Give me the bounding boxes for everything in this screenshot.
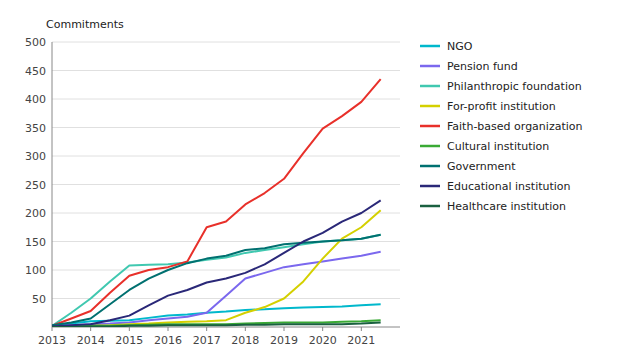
- grid-line: [52, 127, 400, 128]
- y-tick-label: 250: [25, 179, 46, 192]
- legend-label: Cultural institution: [447, 140, 549, 153]
- grid-line: [52, 99, 400, 100]
- legend-swatch: [420, 125, 440, 128]
- x-tick: [284, 327, 285, 331]
- legend-label: Educational institution: [447, 180, 571, 193]
- x-tick-label: 2021: [347, 334, 375, 347]
- legend-label: Healthcare institution: [447, 200, 566, 213]
- y-tick-label: 300: [25, 150, 46, 163]
- grid-line: [52, 241, 400, 242]
- legend-label: For-profit institution: [447, 100, 556, 113]
- series-line: [52, 79, 381, 326]
- x-tick-label: 2015: [115, 334, 143, 347]
- y-tick-label: 200: [25, 207, 46, 220]
- legend-swatch: [420, 105, 440, 108]
- y-axis-label: Commitments: [46, 18, 124, 31]
- grid-line: [52, 42, 400, 43]
- legend-label: NGO: [447, 40, 473, 53]
- x-tick-label: 2016: [154, 334, 182, 347]
- series-line: [52, 200, 381, 326]
- legend-label: Faith-based organization: [447, 120, 582, 133]
- x-tick-label: 2014: [77, 334, 105, 347]
- x-tick: [52, 327, 53, 331]
- y-tick-label: 350: [25, 122, 46, 135]
- series-line: [52, 322, 381, 327]
- legend-swatch: [420, 185, 440, 188]
- legend-label: Philanthropic foundation: [447, 80, 582, 93]
- x-tick: [322, 327, 323, 331]
- x-tick-label: 2019: [270, 334, 298, 347]
- legend-swatch: [420, 165, 440, 168]
- legend-swatch: [420, 65, 440, 68]
- legend-swatch: [420, 45, 440, 48]
- x-tick-label: 2018: [231, 334, 259, 347]
- lines: [52, 79, 381, 327]
- y-tick-label: 150: [25, 236, 46, 249]
- legend-label: Government: [447, 160, 516, 173]
- x-tick-label: 2017: [193, 334, 221, 347]
- y-tick-label: 500: [25, 36, 46, 49]
- legend-swatch: [420, 145, 440, 148]
- x-tick-label: 2013: [38, 334, 66, 347]
- grid-line: [52, 184, 400, 185]
- y-tick-label: 50: [32, 293, 46, 306]
- grid-line: [52, 213, 400, 214]
- x-tick: [361, 327, 362, 331]
- legend: NGO Pension fund Philanthropic foundation F…: [420, 40, 582, 213]
- x-tick-label: 2020: [309, 334, 337, 347]
- y-tick-label: 100: [25, 264, 46, 277]
- x-tick: [168, 327, 169, 331]
- x-tick: [206, 327, 207, 331]
- legend-swatch: [420, 205, 440, 208]
- grid-line: [52, 270, 400, 271]
- legend-label: Pension fund: [447, 60, 518, 73]
- y-tick-label: 450: [25, 65, 46, 78]
- legend-swatch: [420, 85, 440, 88]
- grid: [52, 42, 400, 299]
- y-tick-label: 400: [25, 93, 46, 106]
- grid-line: [52, 70, 400, 71]
- grid-line: [52, 156, 400, 157]
- y-axis-line: [52, 42, 53, 327]
- x-tick: [129, 327, 130, 331]
- x-tick: [90, 327, 91, 331]
- x-tick: [245, 327, 246, 331]
- chart: 50 100 150 200 250 300 350 400 450 500 2013 2014 201…: [0, 0, 640, 359]
